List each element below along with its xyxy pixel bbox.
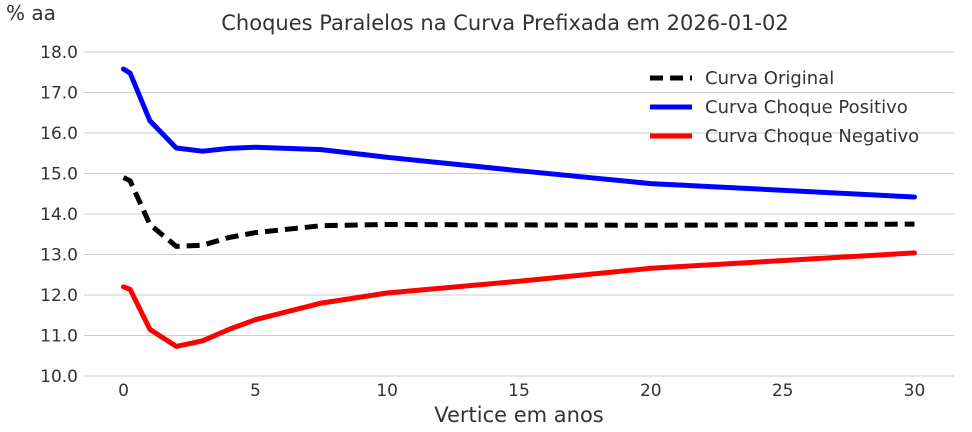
- y-tick-labels: 10.0 11.0 12.0 13.0 14.0 15.0 16.0 17.0 18.0: [40, 43, 78, 387]
- legend-label: Curva Original: [705, 68, 834, 89]
- series-lines: [121, 66, 917, 349]
- legend-label: Curva Choque Negativo: [705, 126, 919, 147]
- y-tick-label: 16.0: [40, 124, 78, 144]
- x-tick-label: 30: [904, 381, 926, 401]
- series-line-3: [121, 250, 917, 349]
- legend: Curva Original Curva Choque Positivo Curva…: [650, 68, 919, 147]
- y-tick-label: 10.0: [40, 367, 78, 387]
- x-tick-label: 0: [118, 381, 129, 401]
- x-tick-labels: 0 5 10 15 20 25 30: [118, 381, 925, 401]
- y-tick-label: 14.0: [40, 205, 78, 225]
- y-tick-label: 17.0: [40, 84, 78, 104]
- chart-title: Choques Paralelos na Curva Prefixada em …: [221, 11, 788, 35]
- legend-label: Curva Choque Positivo: [705, 97, 908, 118]
- y-tick-label: 11.0: [40, 327, 78, 347]
- x-tick-label: 5: [250, 381, 261, 401]
- y-tick-label: 15.0: [40, 165, 78, 185]
- series-line-2: [121, 66, 917, 200]
- y-tick-label: 18.0: [40, 43, 78, 63]
- grid-lines: [84, 51, 954, 377]
- x-tick-label: 10: [376, 381, 398, 401]
- x-tick-label: 15: [508, 381, 530, 401]
- y-axis-label: % aa: [6, 1, 56, 25]
- x-tick-label: 25: [772, 381, 794, 401]
- series-line-1: [122, 175, 915, 249]
- y-tick-label: 13.0: [40, 246, 78, 266]
- x-tick-label: 20: [640, 381, 662, 401]
- y-tick-label: 12.0: [40, 286, 78, 306]
- x-axis-label: Vertice em anos: [434, 403, 604, 427]
